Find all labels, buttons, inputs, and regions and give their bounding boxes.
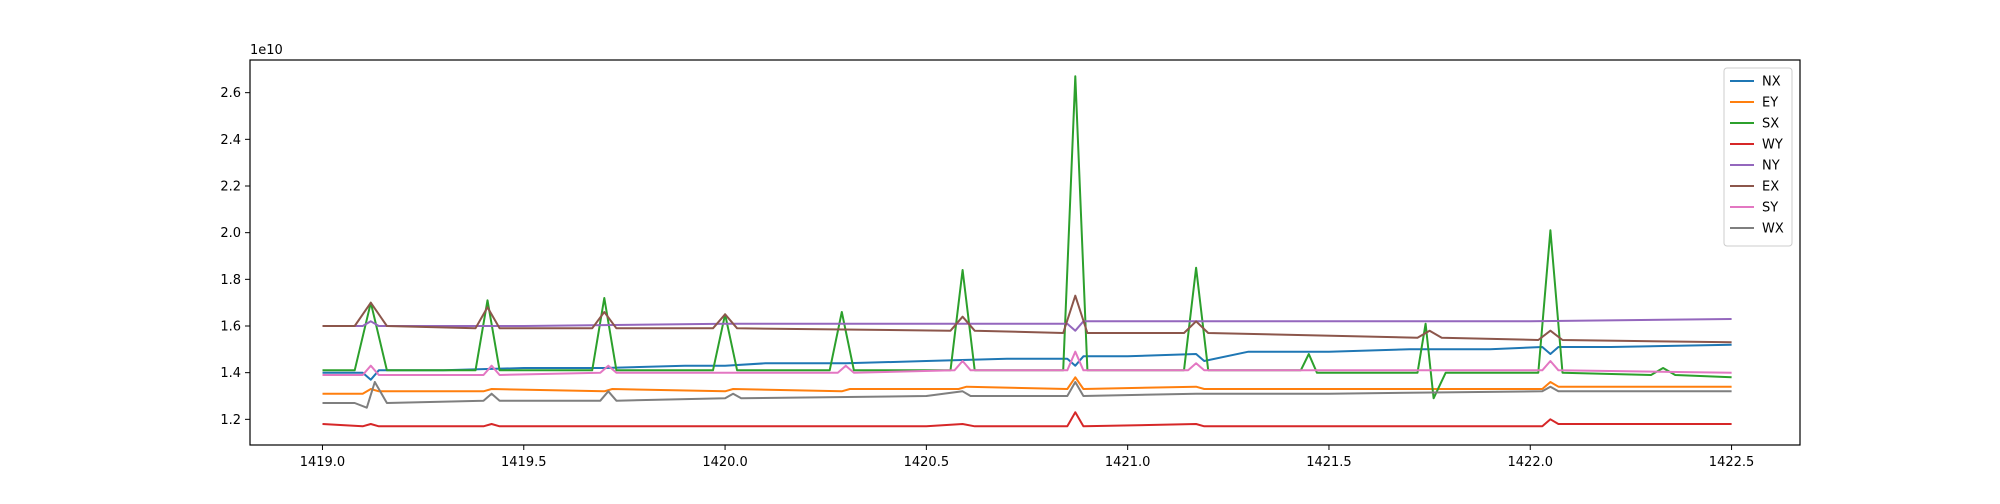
y-tick-label: 1.6 (220, 320, 241, 335)
legend-label-wy: WY (1762, 138, 1783, 153)
y-axis-offset-label: 1e10 (250, 43, 283, 58)
legend-label-sy: SY (1762, 201, 1778, 216)
x-tick-label: 1420.5 (904, 455, 950, 470)
series-line-ny (322, 318, 1732, 332)
y-tick-label: 2.2 (220, 180, 241, 195)
legend-label-nx: NX (1762, 75, 1781, 90)
series-line-wy (322, 411, 1732, 428)
x-tick-label: 1421.5 (1306, 455, 1352, 470)
x-tick-label: 1420.0 (702, 455, 748, 470)
x-axis: 1419.0 1419.5 1420.0 1420.5 1421.0 1421.5 1422… (300, 445, 1755, 470)
series-line-ey (322, 376, 1732, 395)
legend-label-ny: NY (1762, 159, 1780, 174)
series-layer (322, 75, 1732, 428)
legend: NX EY SX WY NY EX SY WX (1723, 67, 1793, 247)
x-tick-label: 1422.5 (1709, 455, 1755, 470)
y-tick-label: 2.6 (220, 86, 241, 101)
plot-frame (249, 59, 1801, 446)
x-tick-label: 1419.0 (300, 455, 346, 470)
y-tick-label: 1.4 (220, 366, 241, 381)
y-tick-label: 2.4 (220, 133, 241, 148)
series-line-ex (322, 294, 1732, 344)
y-tick-label: 2.0 (220, 226, 241, 241)
series-line-wx (322, 381, 1732, 409)
x-tick-label: 1422.0 (1508, 455, 1554, 470)
legend-label-wx: WX (1762, 222, 1784, 237)
series-line-sx (322, 75, 1732, 400)
legend-label-ey: EY (1762, 96, 1778, 111)
y-tick-label: 1.2 (220, 413, 241, 428)
y-axis: 1.2 1.4 1.6 1.8 2.0 2.2 2.4 2.6 (220, 86, 250, 428)
legend-box (1723, 67, 1793, 247)
x-tick-label: 1421.0 (1105, 455, 1151, 470)
x-tick-label: 1419.5 (501, 455, 547, 470)
legend-label-ex: EX (1762, 180, 1779, 195)
y-tick-label: 1.8 (220, 273, 241, 288)
series-line-sy (322, 350, 1732, 376)
legend-label-sx: SX (1762, 117, 1779, 132)
